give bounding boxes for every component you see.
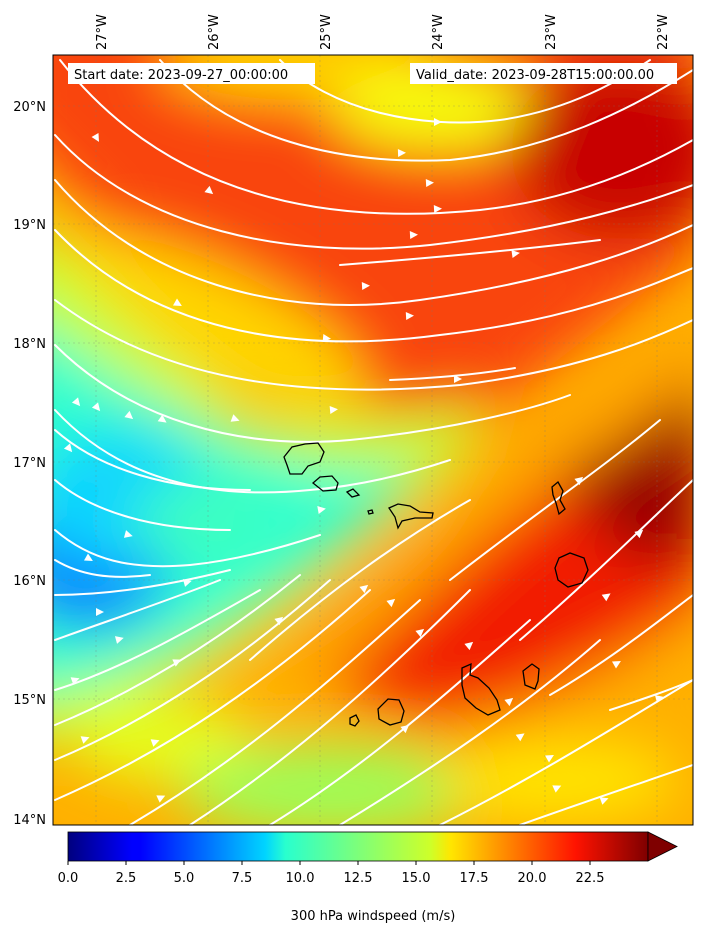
colorbar-tick-label: 20.0 xyxy=(518,871,547,886)
colorbar-tick-label: 2.5 xyxy=(116,871,137,886)
longitude-labels: 27°W 26°W 25°W 24°W 23°W 22°W xyxy=(95,14,671,50)
colorbar-extend-arrow xyxy=(647,831,678,862)
start-date-box xyxy=(68,63,315,84)
colorbar: 0.0 2.5 5.0 7.5 10.0 12.5 15.0 17.5 20.0… xyxy=(58,831,678,924)
lon-label: 25°W xyxy=(319,14,334,50)
island-fogo xyxy=(377,698,405,726)
island-raso xyxy=(367,509,374,515)
colorbar-gradient xyxy=(67,831,649,862)
lat-label: 18°N xyxy=(13,337,46,352)
colorbar-title: 300 hPa windspeed (m/s) xyxy=(291,909,456,924)
lon-label: 26°W xyxy=(207,14,222,50)
island-santa-luzia xyxy=(345,488,361,498)
island-brava xyxy=(349,714,360,727)
island-boa-vista xyxy=(554,552,589,588)
colorbar-tick-label: 15.0 xyxy=(402,871,431,886)
coastlines xyxy=(283,442,589,727)
island-sao-nicolau xyxy=(388,503,434,530)
wind-speed-field xyxy=(53,55,693,825)
streamline-arrowheads xyxy=(63,118,664,805)
colorbar-tick-label: 17.5 xyxy=(460,871,489,886)
island-sao-vicente xyxy=(311,475,339,492)
colorbar-tick-label: 12.5 xyxy=(344,871,373,886)
island-santiago xyxy=(461,662,501,716)
graticule xyxy=(53,55,693,825)
colorbar-ticks xyxy=(67,861,591,865)
lat-label: 14°N xyxy=(13,813,46,828)
colorbar-tick-label: 5.0 xyxy=(174,871,195,886)
wind-streamlines xyxy=(54,59,693,825)
lon-label: 24°W xyxy=(431,14,446,50)
lon-label: 23°W xyxy=(544,14,559,50)
colorbar-tick-label: 22.5 xyxy=(576,871,605,886)
island-sal xyxy=(551,480,566,516)
lat-label: 16°N xyxy=(13,574,46,589)
colorbar-tick-label: 0.0 xyxy=(58,871,79,886)
island-santo-antao xyxy=(283,442,325,475)
colorbar-tick-label: 7.5 xyxy=(232,871,253,886)
lon-label: 22°W xyxy=(656,14,671,50)
island-maio xyxy=(522,663,540,690)
valid-date-label: Valid_date: 2023-09-28T15:00:00.00 xyxy=(416,68,654,83)
latitude-labels: 20°N 19°N 18°N 17°N 16°N 15°N 14°N xyxy=(13,100,46,828)
valid-date-box xyxy=(410,63,677,84)
lat-label: 15°N xyxy=(13,693,46,708)
colorbar-tick-label: 10.0 xyxy=(286,871,315,886)
lon-label: 27°W xyxy=(95,14,110,50)
map-frame xyxy=(52,54,694,826)
lat-label: 17°N xyxy=(13,456,46,471)
lat-label: 19°N xyxy=(13,218,46,233)
lat-label: 20°N xyxy=(13,100,46,115)
colorbar-tick-labels: 0.0 2.5 5.0 7.5 10.0 12.5 15.0 17.5 20.0… xyxy=(58,871,605,886)
start-date-label: Start date: 2023-09-27_00:00:00 xyxy=(74,68,288,83)
